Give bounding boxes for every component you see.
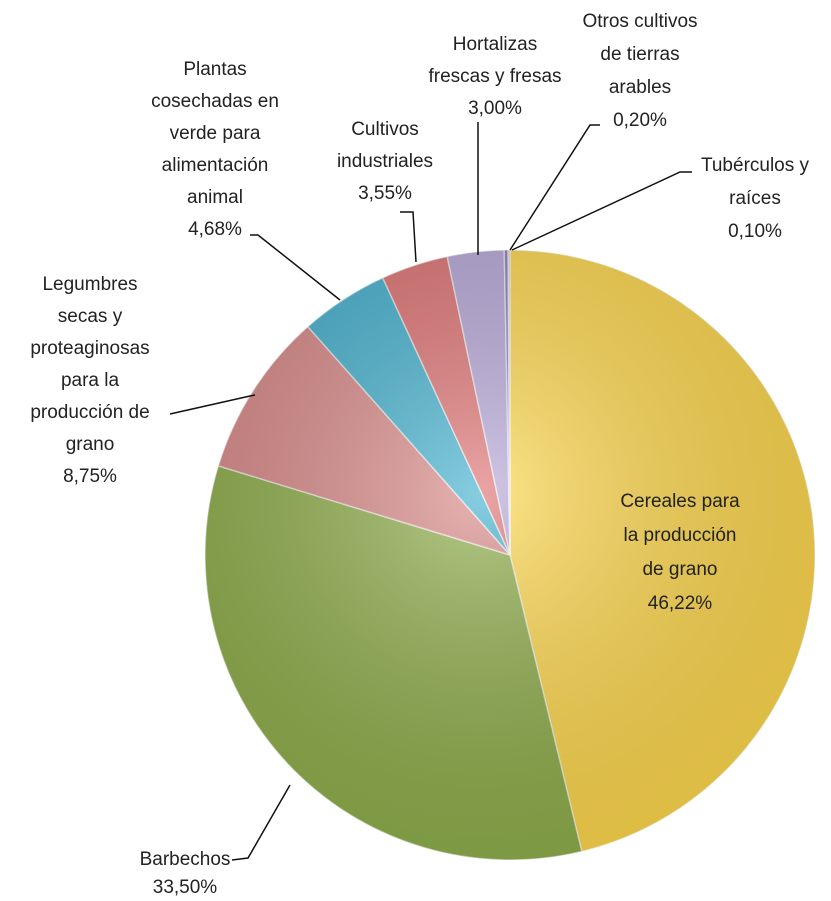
label-line: industriales <box>337 151 433 172</box>
leader-line <box>400 211 417 263</box>
label-line: alimentación <box>162 155 269 176</box>
label-line: Cereales para <box>620 491 740 512</box>
value-label: 3,00% <box>468 98 522 119</box>
leader-line <box>169 394 256 415</box>
leader-line <box>511 171 692 251</box>
slice-label: Barbechos <box>140 849 231 870</box>
slice-label: Tubérculos y raíces <box>701 155 810 209</box>
value-label: 4,68% <box>188 219 242 240</box>
leader-line <box>509 124 600 251</box>
label-line: arables <box>609 77 671 98</box>
label-line: animal <box>187 187 243 208</box>
label-line: frescas y fresas <box>428 66 561 87</box>
label-line: Tubérculos y <box>701 155 810 176</box>
labels: Cereales para la producción de grano 46,22%… <box>30 11 809 898</box>
label-line: Hortalizas <box>453 34 537 55</box>
label-line: producción de <box>30 402 149 423</box>
label-line: proteaginosas <box>30 338 149 359</box>
label-line: secas y <box>58 306 123 327</box>
label-line: la producción <box>623 525 736 546</box>
value-label: 0,20% <box>613 110 667 131</box>
label-line: verde para <box>170 123 261 144</box>
label-line: de tierras <box>600 44 679 65</box>
slice-label: Cereales para la producción de grano <box>620 491 740 580</box>
label-line: Legumbres <box>42 274 137 295</box>
slice-label: Legumbres secas y proteaginosas para la prod… <box>30 274 149 455</box>
label-line: Barbechos <box>140 849 231 870</box>
value-label: 33,50% <box>153 877 218 898</box>
slice-label: Plantas cosechadas en verde para alimentaci… <box>151 59 279 208</box>
label-line: Otros cultivos <box>582 11 697 32</box>
slice-label: Hortalizas frescas y fresas <box>428 34 561 87</box>
value-label: 3,55% <box>358 183 412 204</box>
leader-line <box>250 234 341 301</box>
label-line: de grano <box>642 559 717 580</box>
label-line: cosechadas en <box>151 91 279 112</box>
pie <box>204 249 816 861</box>
leader-line <box>231 784 291 861</box>
value-label: 46,22% <box>648 593 713 614</box>
label-line: Cultivos <box>351 119 419 140</box>
label-line: para la <box>61 370 120 391</box>
value-label: 0,10% <box>728 221 782 242</box>
value-label: 8,75% <box>63 466 117 487</box>
label-line: grano <box>66 434 115 455</box>
label-line: Plantas <box>183 59 246 80</box>
slice-label: Cultivos industriales <box>337 119 433 172</box>
slice-label: Otros cultivos de tierras arables <box>582 11 697 98</box>
label-line: raíces <box>729 188 781 209</box>
